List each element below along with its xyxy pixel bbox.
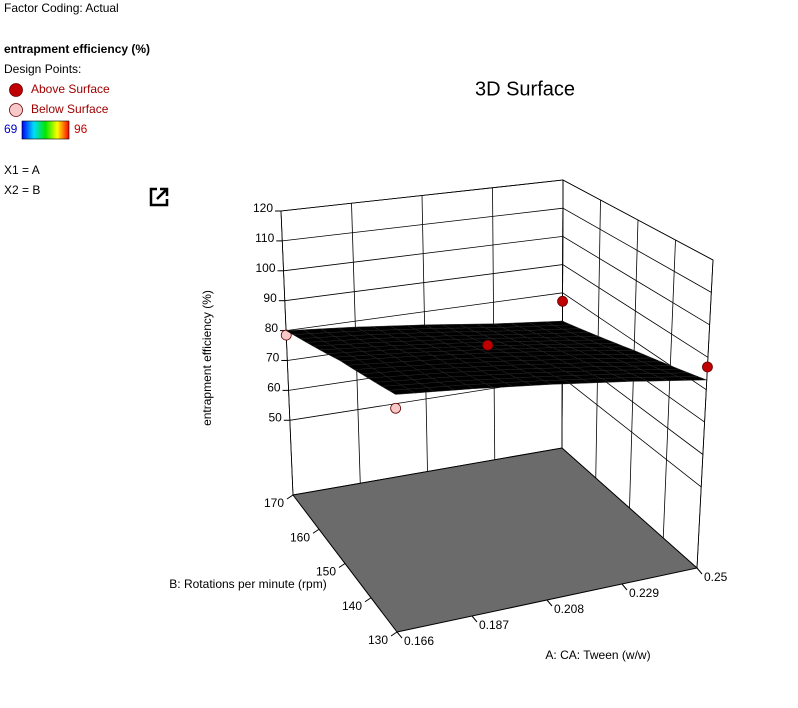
y-tick-label: 170 — [264, 496, 284, 510]
z-tick-label: 50 — [268, 410, 282, 424]
grid-line — [280, 179, 714, 261]
surface-cell — [387, 388, 416, 395]
y-tick — [338, 563, 346, 568]
grid-line — [696, 259, 714, 569]
legend-label: Below Surface — [31, 102, 109, 116]
design-point — [482, 339, 494, 351]
y-tick — [312, 528, 320, 534]
y-tick — [364, 597, 372, 603]
color-max: 96 — [74, 122, 88, 136]
legend-label: Above Surface — [31, 82, 110, 96]
y-axis-label: B: Rotations per minute (rpm) — [169, 577, 326, 591]
grid-line — [561, 179, 564, 449]
grid-line — [283, 235, 710, 326]
z-tick-label: 120 — [253, 201, 273, 215]
design-point — [280, 329, 292, 341]
x-tick-label: 0.187 — [479, 618, 509, 632]
x-tick — [546, 599, 553, 607]
factor-coding: Factor Coding: Actual — [4, 1, 119, 15]
y-tick-label: 130 — [368, 633, 388, 647]
x-tick — [396, 631, 403, 639]
y-tick-label: 140 — [342, 599, 362, 613]
z-axis-label: entrapment efficiency (%) — [200, 290, 214, 426]
response-name: entrapment efficiency (%) — [4, 42, 150, 56]
color-min: 69 — [4, 122, 18, 136]
x-axis-label: A: CA: Tween (w/w) — [545, 648, 650, 662]
legend-marker — [9, 103, 23, 117]
design-point — [557, 295, 568, 307]
design-points-label: Design Points: — [4, 62, 81, 76]
icon-frame[interactable] — [149, 187, 169, 207]
icon-arrow[interactable] — [156, 187, 169, 200]
design-point — [390, 402, 402, 414]
z-tick-label: 90 — [263, 291, 277, 305]
floor — [292, 447, 699, 633]
chart-title: 3D Surface — [475, 78, 575, 100]
y-tick — [286, 494, 294, 500]
y-tick — [390, 631, 398, 637]
z-tick-label: 100 — [255, 261, 275, 275]
legend-marker — [9, 83, 23, 97]
export-icon[interactable] — [149, 187, 169, 207]
x-tick — [696, 567, 703, 575]
x-tick-label: 0.25 — [704, 570, 728, 584]
y-tick-label: 160 — [290, 530, 310, 544]
y-tick-label: 150 — [316, 565, 336, 579]
x-tick — [621, 583, 628, 591]
x-tick-label: 0.229 — [629, 586, 659, 600]
x-tick-label: 0.166 — [404, 634, 434, 648]
factor-x1: X1 = A — [4, 163, 40, 177]
z-tick-label: 70 — [266, 351, 280, 365]
design-point — [702, 361, 713, 373]
z-tick-label: 80 — [265, 321, 279, 335]
color-bar — [21, 120, 70, 140]
z-tick-label: 110 — [255, 231, 274, 245]
grid-line — [282, 207, 712, 293]
x-tick — [471, 615, 478, 623]
grid-line — [662, 239, 676, 539]
x-tick-label: 0.208 — [554, 602, 584, 616]
factor-x2: X2 = B — [4, 183, 40, 197]
grid-line — [280, 210, 294, 496]
z-tick-label: 60 — [267, 381, 281, 395]
